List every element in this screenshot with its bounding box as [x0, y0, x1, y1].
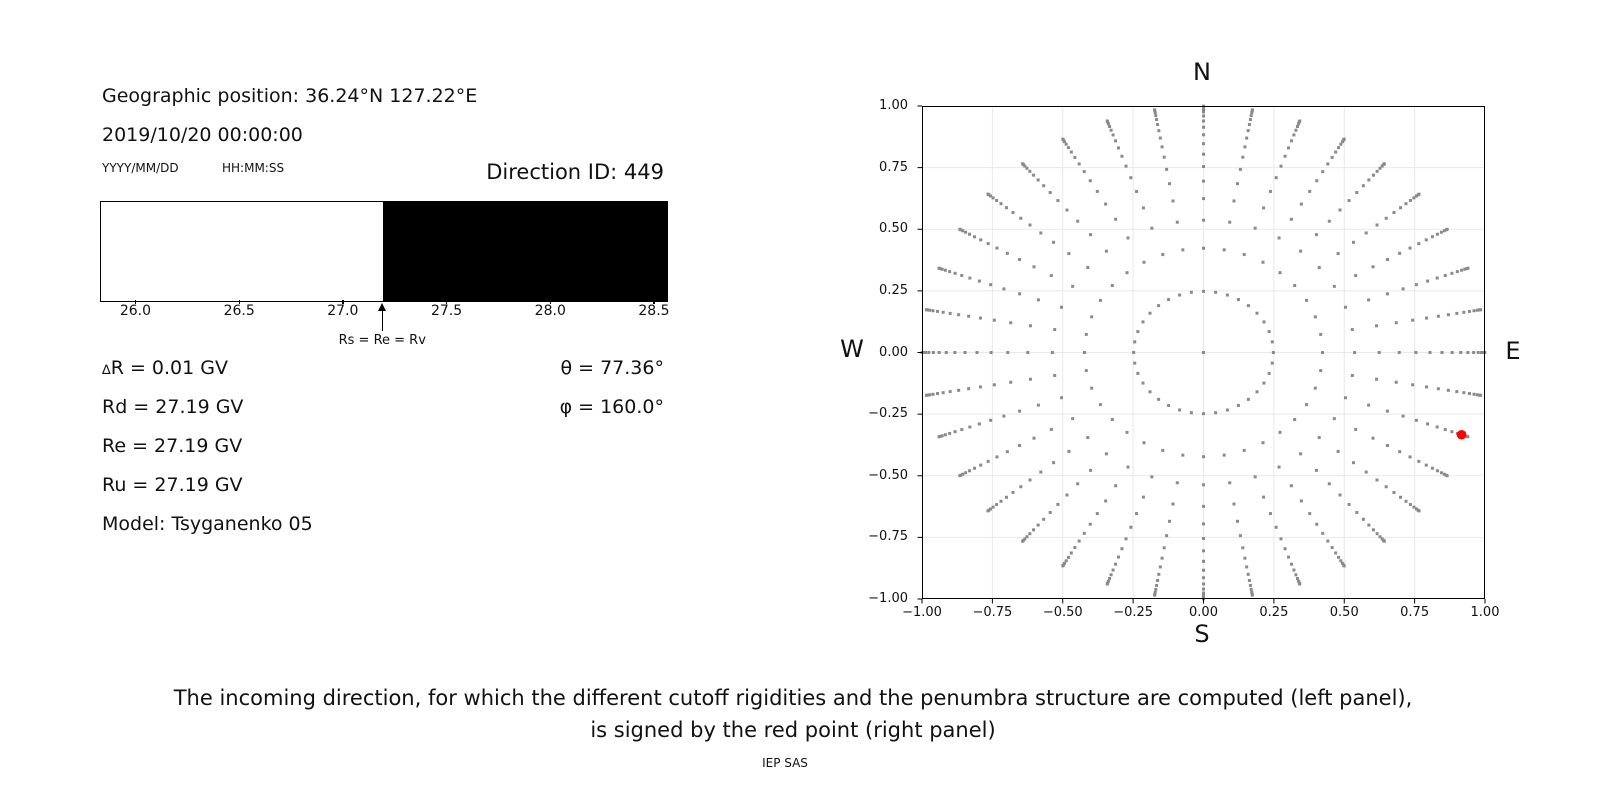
penumbra-tick-label: 26.5: [223, 303, 255, 319]
selected-direction-marker: [1456, 429, 1467, 440]
parameter-left-line: Ru = 27.19 GV: [102, 474, 243, 496]
compass-north-label: N: [1193, 58, 1211, 86]
x-tick-label: 1.00: [1470, 605, 1500, 620]
parameter-left-line: Re = 27.19 GV: [102, 435, 243, 457]
penumbra-tick-mark: [653, 300, 655, 304]
parameter-left-line: ∆R = 0.01 GV: [102, 357, 228, 379]
compass-east-label: E: [1505, 337, 1521, 365]
caption-line-2: is signed by the red point (right panel): [590, 718, 996, 742]
penumbra-tick-label: 27.0: [327, 303, 359, 319]
parameter-left-line: Rd = 27.19 GV: [102, 396, 244, 418]
penumbra-tick-label: 26.0: [119, 303, 152, 319]
x-tick-label: 0.25: [1259, 605, 1289, 620]
x-tick-label: −1.00: [902, 605, 942, 620]
y-tick-label: 0.75: [879, 159, 908, 175]
direction-plot: [917, 104, 1487, 604]
y-tick-label: 0.00: [879, 344, 908, 360]
plot-frame: [922, 106, 1485, 599]
compass-west-label: W: [840, 335, 864, 363]
penumbra-tick-label: 27.5: [430, 303, 463, 319]
x-tick-label: 0.75: [1400, 605, 1430, 620]
forbidden-band: [383, 202, 667, 301]
direction-id-label: Direction ID: 449: [486, 160, 664, 184]
y-tick-label: −0.50: [868, 467, 908, 483]
x-tick-label: −0.75: [972, 605, 1013, 620]
direction-grid-dots: [920, 104, 1487, 601]
y-tick-label: −0.25: [868, 406, 908, 422]
time-format-label: HH:MM:SS: [222, 161, 285, 175]
delta-symbol: ∆: [102, 363, 111, 378]
compass-south-label: S: [1194, 620, 1210, 648]
geographic-position-label: Geographic position: 36.24°N 127.22°E: [102, 85, 478, 107]
caption-line-1: The incoming direction, for which the di…: [173, 686, 1413, 710]
penumbra-tick-mark: [134, 300, 137, 304]
cutoff-arrow-label: Rs = Re = Rv: [338, 333, 426, 348]
x-tick-label: 0.00: [1189, 605, 1218, 620]
penumbra-tick-mark: [549, 300, 551, 304]
credit-label: IEP SAS: [762, 756, 808, 770]
cutoff-arrow-line: [381, 310, 384, 331]
penumbra-tick-mark: [446, 300, 448, 304]
penumbra-tick-label: 28.5: [638, 303, 670, 319]
parameter-right-line: φ = 160.0°: [559, 396, 664, 418]
parameter-right-line: θ = 77.36°: [560, 357, 664, 379]
x-tick-label: 0.50: [1329, 605, 1359, 620]
y-tick-label: 1.00: [879, 98, 908, 113]
penumbra-plot: [100, 201, 668, 302]
parameter-left-line: Model: Tsyganenko 05: [102, 513, 313, 535]
y-tick-label: −1.00: [868, 591, 908, 606]
penumbra-tick-label: 28.0: [534, 303, 566, 319]
y-tick-label: 0.50: [879, 221, 908, 237]
cutoff-arrow-head: [377, 303, 386, 311]
x-tick-label: −0.50: [1042, 605, 1083, 620]
y-tick-label: −0.75: [868, 529, 908, 545]
date-format-label: YYYY/MM/DD: [102, 161, 179, 175]
y-tick-label: 0.25: [879, 282, 908, 298]
datetime-label: 2019/10/20 00:00:00: [102, 124, 303, 146]
penumbra-tick-mark: [238, 300, 240, 304]
x-tick-label: −0.25: [1113, 605, 1154, 620]
penumbra-tick-mark: [342, 300, 344, 304]
